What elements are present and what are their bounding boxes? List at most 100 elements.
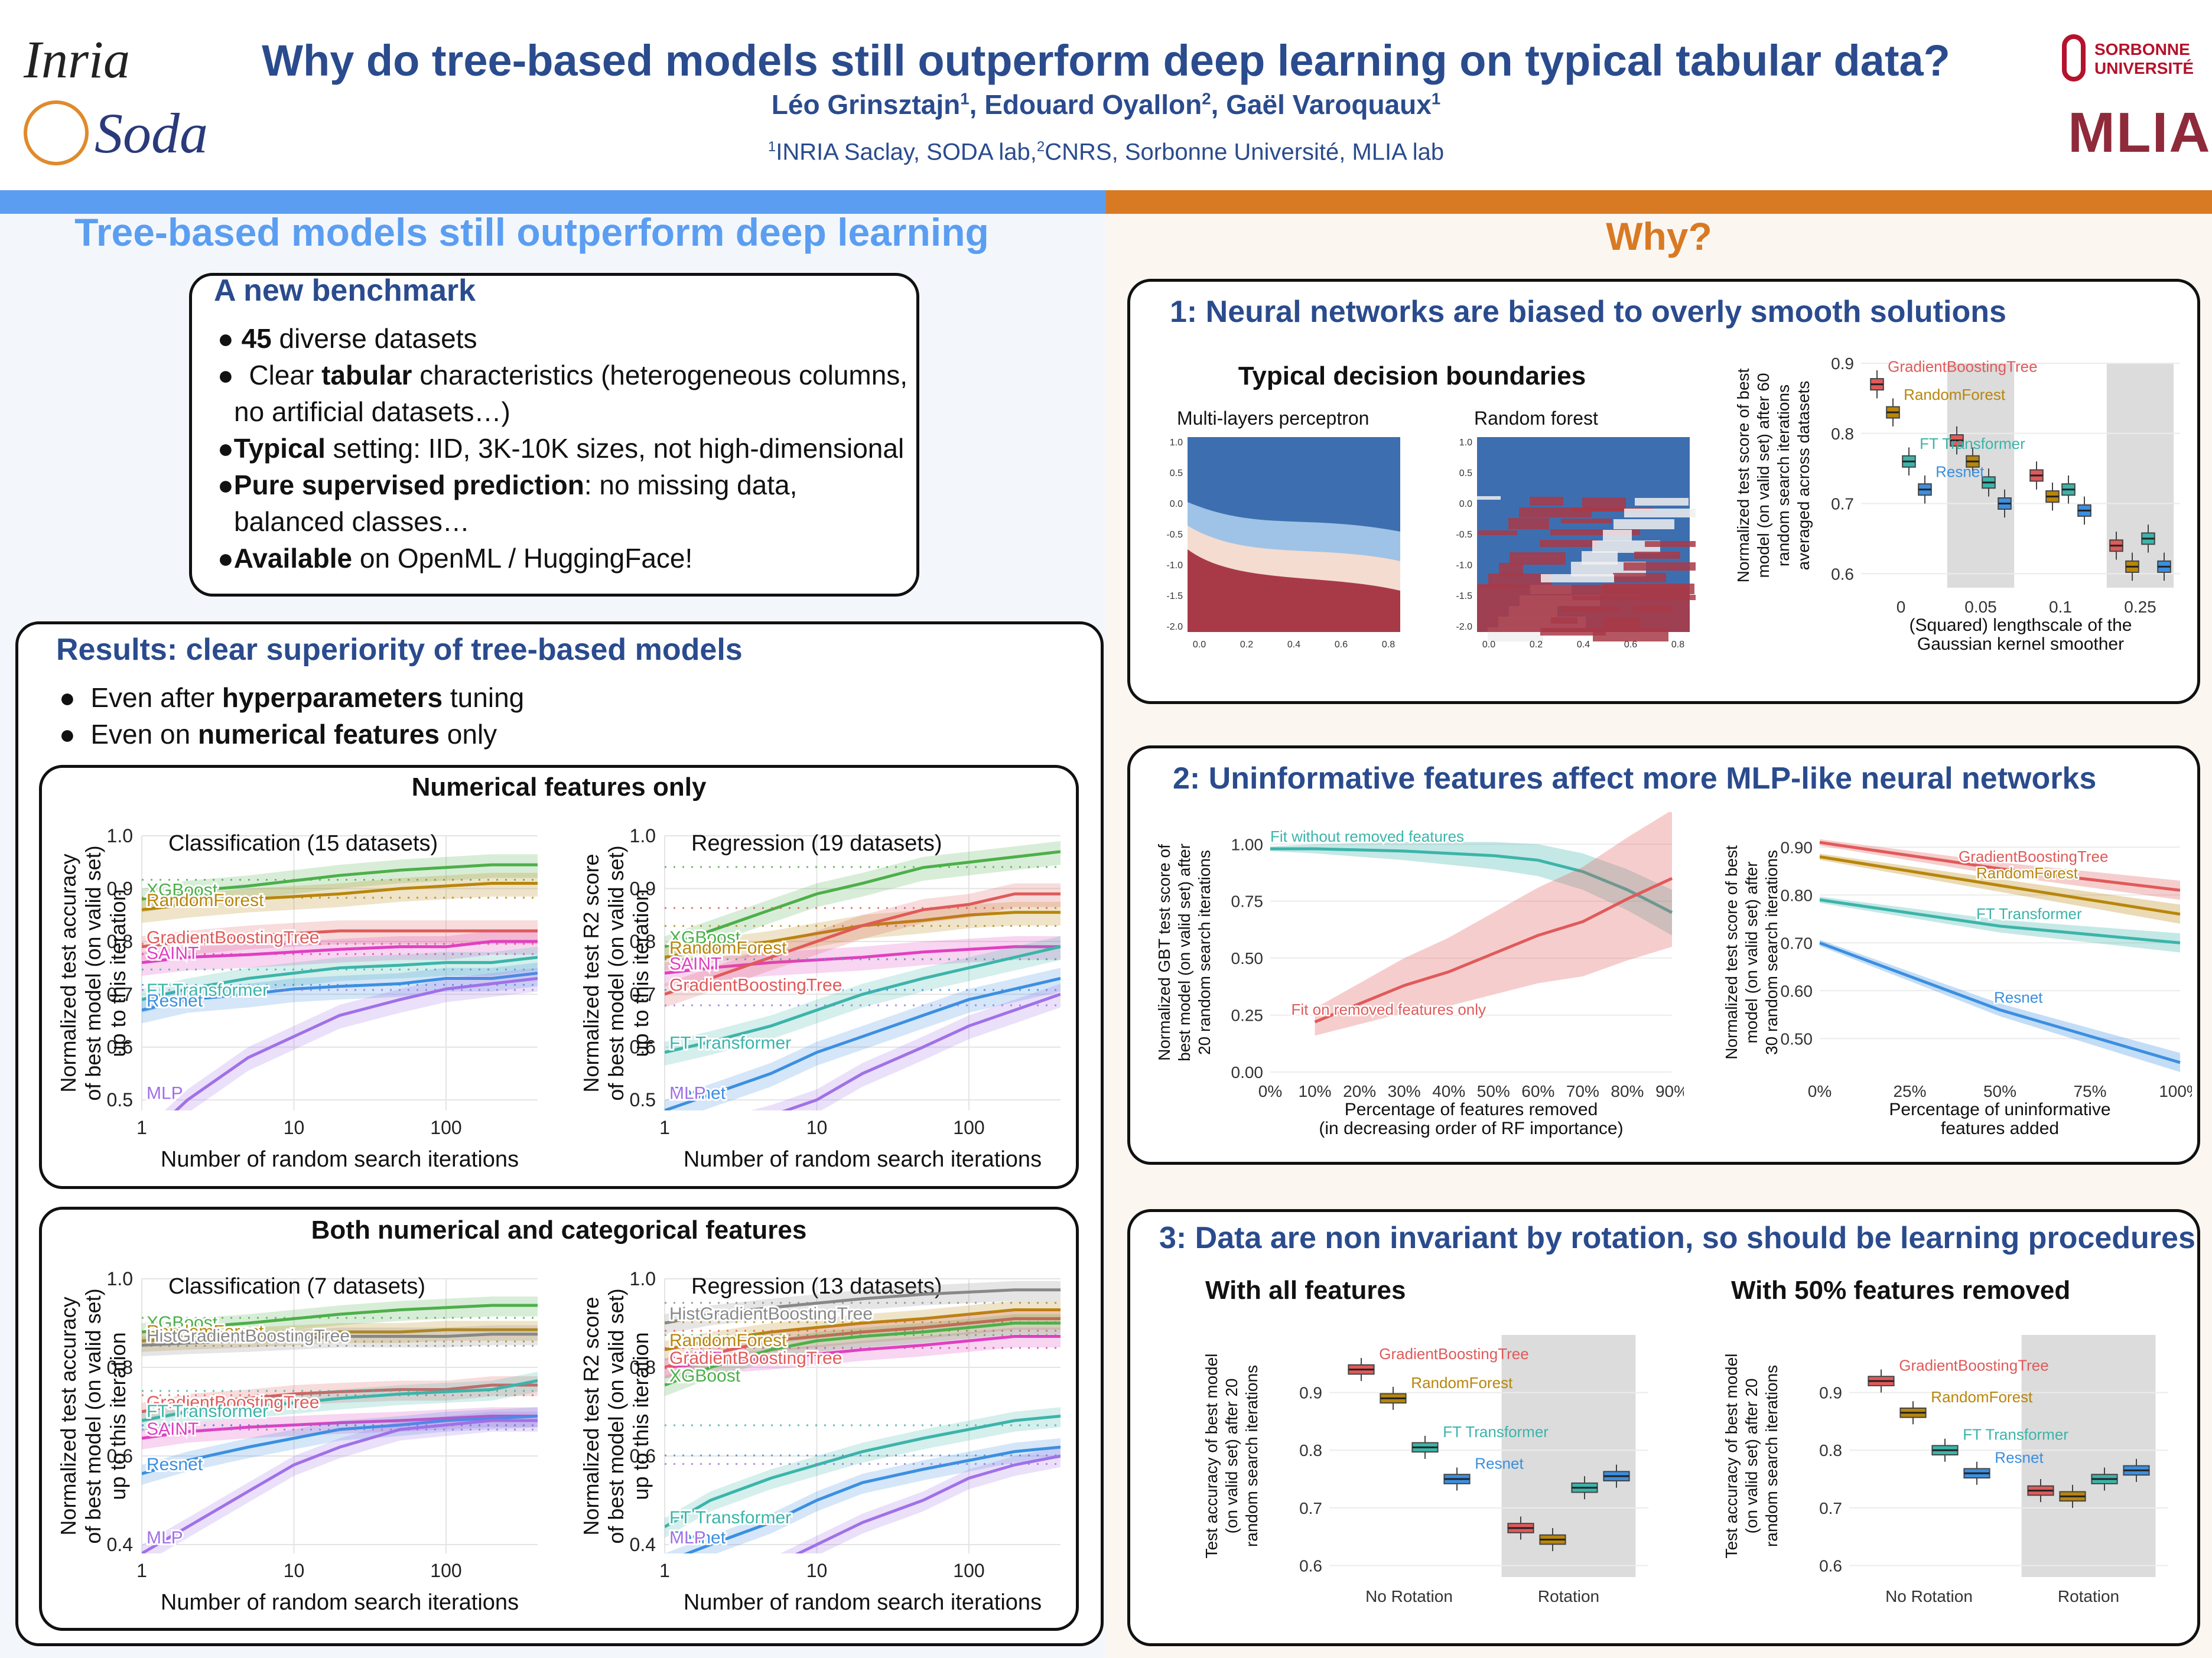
y-tick-label: 0.4 [630,1534,656,1555]
chart-uninformative-features: 0.50 0.60 0.70 0.80 0.90 0% 25% 50% 75% 100% Gradi… [1722,833,2192,1138]
x-tick-label: No Rotation [1365,1587,1453,1605]
series-label: GradientBoostingTree [669,1348,842,1368]
y-tick-label: 0.7 [1831,495,1854,513]
map-stripe [1634,552,1680,559]
y-axis-label: random search iterations [1762,1365,1781,1547]
y-tick-label: 0.60 [1781,982,1813,1000]
map-x-tick: 0.0 [1482,640,1495,650]
y-axis-label: Normalized test accuracy [56,854,80,1092]
map-y-tick: 1.0 [1170,438,1183,448]
y-tick-label: 0.8 [630,931,656,952]
rf-map-label: Random forest [1474,408,1598,429]
chart-num-regression: 0.5 0.6 0.7 0.8 0.9 1.0 1 10 100 Regression (19 d… [579,825,1061,1172]
series-label: Fit on removed features only [1292,1001,1486,1018]
chart-rotation-half-features: 0.6 0.7 0.8 0.9 No Rotation Rotation GradientB… [1722,1335,2168,1605]
series-label: XGBoost [147,880,218,900]
map-stripe [1624,509,1696,517]
y-tick-label: 0.6 [630,1445,656,1467]
x-tick-label: Rotation [1538,1587,1599,1605]
series-label: GradientBoostingTree [1959,848,2108,865]
series-line [665,945,1061,975]
map-stripe [1582,497,1626,512]
series-line [665,1288,1061,1325]
map-stripe [1614,519,1674,529]
map-x-tick: 0.4 [1287,640,1300,650]
map-stripe [1635,498,1689,506]
series-line [1314,877,1673,1024]
y-axis-label: Normalized GBT test score of [1155,844,1173,1061]
series-label: SAINT [147,944,199,963]
series-label: FT Transformer [669,1508,791,1527]
map-x-tick: 0.4 [1577,640,1590,650]
series-line [142,972,538,1012]
y-tick-label: 0.4 [107,1534,133,1555]
chart-num-classification: 0.5 0.6 0.7 0.8 0.9 1.0 1 10 100 Classification (… [56,825,538,1172]
y-axis-label: of best model (on valid set) [81,1288,105,1543]
affil-1: INRIA Saclay, SODA lab, [776,139,1037,165]
map-stripe [1645,541,1696,547]
series-label: XGBoost [669,1366,741,1386]
x-axis-label: features added [1941,1119,2059,1138]
series-line [1270,847,1673,914]
mlp-decision-boundary: 0.0 0.2 0.4 0.6 0.8 1.0 0.5 0.0 -0.5 -1.0 -1.5 -2.0 [1166,437,1400,650]
bullet-item: ●Available on OpenML / HuggingFace! [217,543,693,574]
map-y-tick: -1.0 [1166,561,1183,571]
series-label: FT Transformer [1976,905,2082,923]
shaded-region [1501,1335,1636,1577]
x-tick-label: 80% [1611,1082,1644,1100]
map-x-tick: 0.2 [1240,640,1253,650]
series-line [665,1321,1061,1387]
author-1-affil: 1 [960,89,970,108]
series-label: RandomForest [147,891,264,910]
series-line [1819,941,2181,1064]
map-stripe [1510,552,1566,565]
right-accent-bar [1106,190,2212,214]
map-stripe [1624,562,1696,571]
series-line [142,1415,538,1440]
mlp-map-label: Multi-layers perceptron [1177,408,1370,429]
y-axis-label: up to this iteration [629,889,653,1057]
y-tick-label: 0.9 [1299,1384,1322,1402]
x-tick-label: 0.1 [2049,598,2072,616]
chart-title: Classification (7 datasets) [168,1274,425,1299]
right-section-title: Why? [1606,214,1712,258]
x-tick-label: Rotation [2058,1587,2119,1605]
series-label: FT Transformer [1963,1426,2068,1444]
series-band [1270,842,1672,936]
x-tick-label: 1 [136,1560,147,1581]
map-region [1477,585,1690,632]
series-label: Resnet [1994,989,2043,1006]
y-axis-label: random search iterations [1774,385,1793,566]
series-label: Fit without removed features [1270,828,1464,845]
x-tick-label: 10 [284,1117,305,1138]
x-tick-label: 0% [1258,1082,1282,1100]
series-line [665,945,1061,1054]
y-tick-label: 0.6 [1831,565,1854,583]
map-stripe [1561,519,1612,523]
map-y-tick: -1.5 [1166,591,1183,601]
y-tick-label: 0.25 [1231,1006,1264,1025]
series-line [665,850,1061,949]
map-y-tick: -0.5 [1456,530,1472,540]
series-band [142,930,538,976]
map-x-tick: 0.0 [1193,640,1206,650]
rotation-right-title: With 50% features removed [1731,1276,2071,1305]
map-x-tick: 0.6 [1335,640,1348,650]
map-y-tick: 1.0 [1459,438,1472,448]
series-label: GradientBoostingTree [1899,1357,2048,1374]
series-band [1820,939,2180,1072]
series-label: RandomForest [147,1322,264,1341]
y-tick-label: 0.8 [107,931,133,952]
series-line [142,1328,538,1343]
map-x-tick: 0.8 [1671,640,1684,650]
x-tick-label: 40% [1432,1082,1465,1100]
series-line [142,956,538,1001]
y-tick-label: 0.6 [107,1037,133,1058]
series-label: SAINT [669,955,721,974]
series-band [665,1407,1061,1538]
x-tick-label: 10 [284,1560,305,1581]
series-label: FT Transformer [147,1402,268,1421]
y-axis-label: Normalized test score of best [1722,845,1741,1060]
y-axis-label: Test accuracy of best model [1722,1353,1741,1558]
